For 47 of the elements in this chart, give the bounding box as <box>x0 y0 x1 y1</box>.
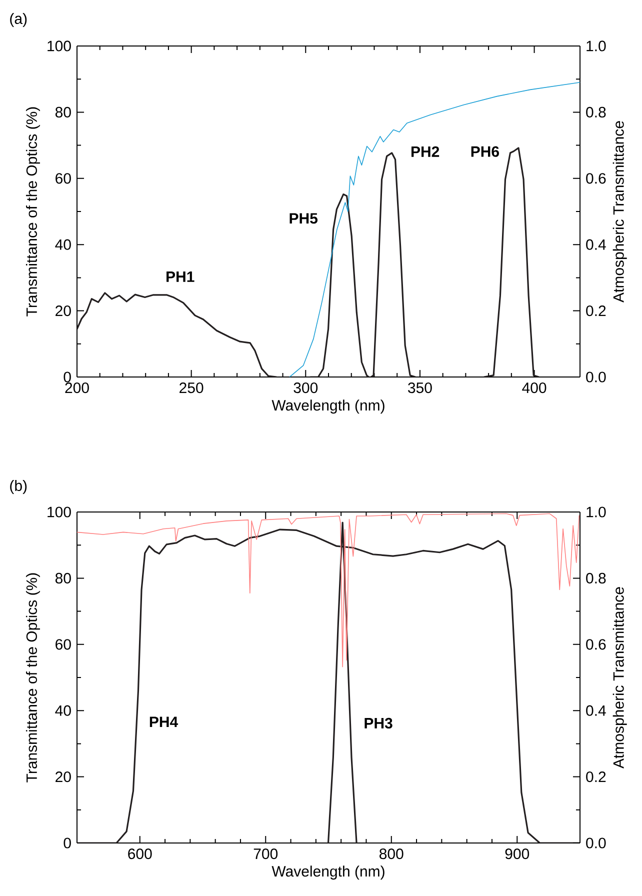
y2-tick-label: 0.4 <box>586 239 606 250</box>
series-label: PH2 <box>411 146 440 157</box>
x-tick-label: 600 <box>128 848 152 860</box>
x-tick-label: 300 <box>294 382 318 394</box>
x-axis-title: Wavelength (nm) <box>272 400 384 414</box>
series-label: PH6 <box>471 146 499 157</box>
y-tick-label: 60 <box>56 173 71 184</box>
y2-tick-label: 0.6 <box>586 639 606 650</box>
chart-title: (a) <box>10 12 27 27</box>
x-tick-label: 700 <box>254 848 278 860</box>
x-tick-label: 200 <box>65 382 89 394</box>
y-tick-label: 100 <box>48 40 71 52</box>
chart-title: (b) <box>10 480 27 494</box>
series-label: PH3 <box>364 718 392 728</box>
y2-tick-label: 0.0 <box>586 838 606 848</box>
y2-tick-label: 0.6 <box>586 173 606 184</box>
y-tick-label: 20 <box>56 305 71 316</box>
y2-tick-label: 1.0 <box>586 40 606 52</box>
y-tick-label: 40 <box>55 705 71 716</box>
y2-axis-title: Atmospheric Transmittance <box>612 121 627 302</box>
x-tick-label: 800 <box>380 848 404 860</box>
x-tick-label: 400 <box>522 382 546 394</box>
y2-tick-label: 1.0 <box>586 506 606 518</box>
series-label: PH4 <box>150 716 178 728</box>
y2-tick-label: 0.2 <box>586 305 606 316</box>
series-label: PH1 <box>166 272 194 282</box>
y2-tick-label: 0.4 <box>586 705 606 716</box>
y-tick-label: 80 <box>55 106 71 118</box>
y-axis-title: Transmittance of the Optics (%) <box>26 107 40 316</box>
x-tick-label: 250 <box>180 382 204 394</box>
x-tick-label: 350 <box>408 382 432 394</box>
y-tick-label: 0 <box>64 372 71 382</box>
x-tick-label: 900 <box>505 848 530 860</box>
series-label: PH5 <box>290 213 318 224</box>
y-tick-label: 80 <box>55 572 71 584</box>
y-tick-label: 40 <box>55 239 71 250</box>
y2-tick-label: 0.2 <box>586 771 606 782</box>
y-axis-title: Transmittance of the Optics (%) <box>26 573 40 782</box>
y2-tick-label: 0.8 <box>586 106 606 118</box>
y2-axis-title: Atmospheric Transmittance <box>612 587 627 768</box>
y2-tick-label: 0.0 <box>586 372 606 382</box>
y-tick-label: 60 <box>56 639 71 650</box>
y-tick-label: 100 <box>48 506 71 518</box>
y-tick-label: 20 <box>56 771 71 782</box>
y-tick-label: 0 <box>64 838 71 848</box>
x-axis-title: Wavelength (nm) <box>272 866 384 880</box>
y2-tick-label: 0.8 <box>586 572 606 584</box>
